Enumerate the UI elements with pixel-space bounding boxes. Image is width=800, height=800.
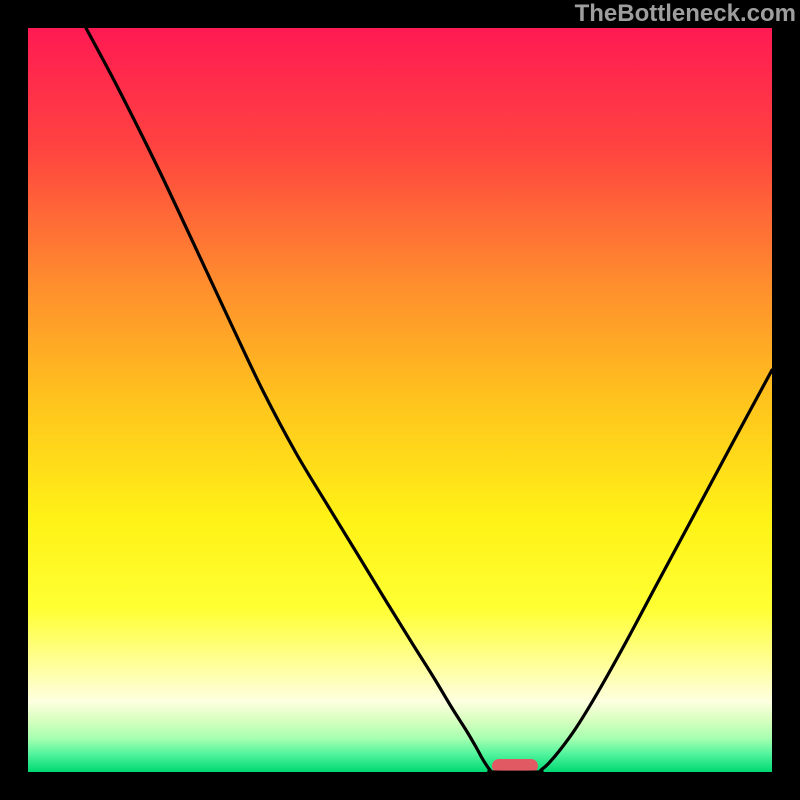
plot-area <box>28 28 772 772</box>
chart-svg <box>28 28 772 772</box>
bottleneck-marker <box>492 759 538 772</box>
watermark-text: TheBottleneck.com <box>575 0 796 26</box>
gradient-background <box>28 28 772 772</box>
chart-frame: TheBottleneck.com <box>0 0 800 800</box>
